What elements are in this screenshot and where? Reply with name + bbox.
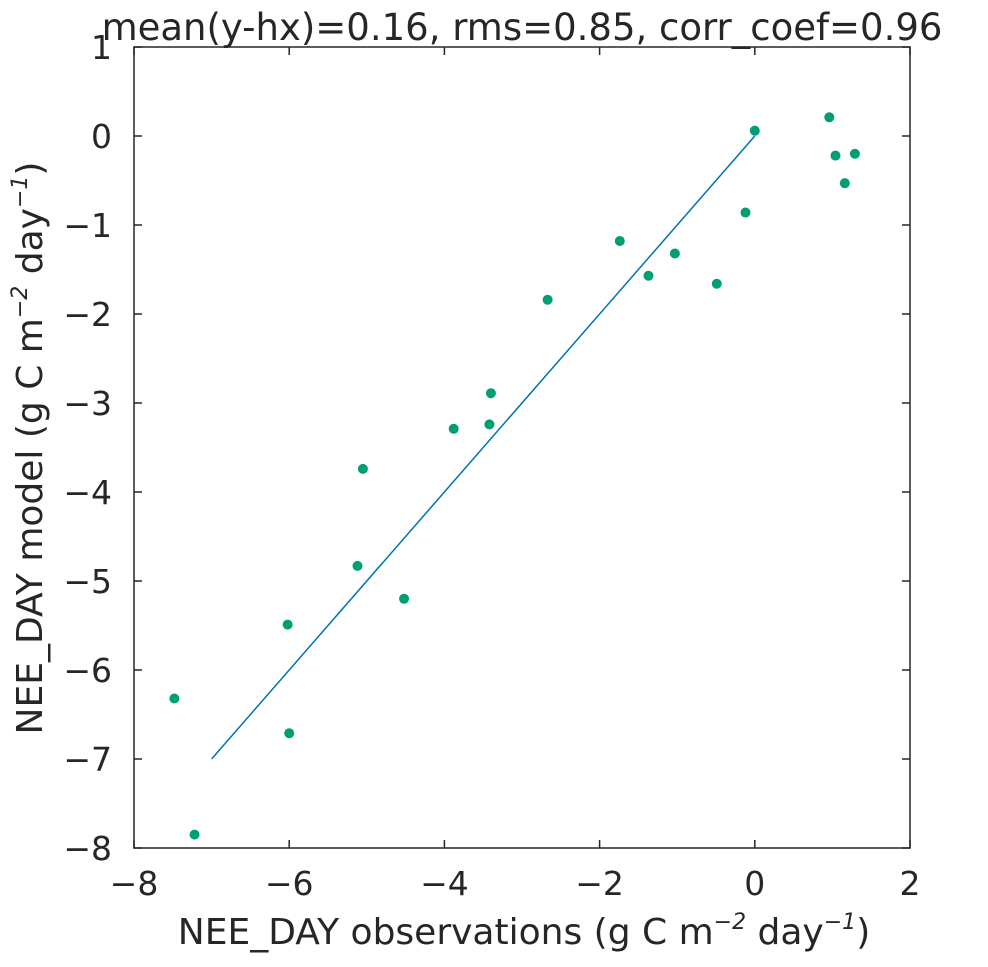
data-point [399,593,410,604]
y-tick-label: −2 [63,295,112,334]
y-axis-label: NEE_DAY model (g C m−2 day−1) [8,162,51,735]
data-point [614,236,625,247]
chart-title: mean(y-hx)=0.16, rms=0.85, corr_coef=0.9… [102,6,943,49]
data-point [189,829,200,840]
axis-ticks [133,46,911,849]
x-axis-label: NEE_DAY observations (g C m−2 day−1) [178,910,870,953]
data-point [357,463,368,474]
data-points [169,112,860,840]
data-point [485,388,496,399]
axis-tick-labels: −8 −6 −4 −2 0 2 −8 −7 −6 −5 −4 −3 −2 −1 0 1 [63,28,920,903]
y-axis-label-exponent-2: −1 [8,176,33,208]
y-tick-label: −1 [63,206,112,245]
data-point [448,423,459,434]
x-axis-label-text: NEE_DAY observations (g C m [178,912,714,953]
y-tick-label: −7 [63,740,112,779]
y-axis-label-text: NEE_DAY model (g C m [10,318,51,734]
y-axis-label-text-2: day [10,208,51,286]
x-axis-label-text-2: day [746,912,824,953]
y-tick-label: −5 [63,562,112,601]
data-point [711,278,722,289]
y-tick-label: −8 [63,829,112,868]
plot-area [133,46,911,849]
x-axis-label-exponent-2: −1 [824,910,856,935]
y-tick-label: 0 [91,117,112,156]
data-point [749,125,760,136]
x-tick-label: −8 [110,864,159,903]
x-tick-label: −6 [265,864,314,903]
data-point [484,419,495,430]
reference-line [211,135,756,760]
y-axis-label-text-3: ) [10,162,51,176]
x-tick-label: −2 [575,864,624,903]
data-point [849,148,860,159]
x-axis-label-exponent-1: −2 [714,910,746,935]
y-tick-label: −6 [63,651,112,690]
data-point [839,178,850,189]
y-tick-label: −3 [63,384,112,423]
data-point [542,294,553,305]
y-tick-label: 1 [91,28,112,67]
data-point [282,619,293,630]
data-point [352,560,363,571]
data-point [824,112,835,123]
data-point [830,150,841,161]
data-point [169,693,180,704]
x-tick-label: 2 [900,864,921,903]
x-tick-label: 0 [744,864,765,903]
data-point [740,207,751,218]
y-axis-label-exponent-1: −2 [8,286,33,318]
x-tick-label: −4 [420,864,469,903]
x-axis-label-text-3: ) [856,912,870,953]
y-tick-label: −4 [63,473,112,512]
data-point [643,270,654,281]
data-point [669,248,680,259]
data-point [284,728,295,739]
